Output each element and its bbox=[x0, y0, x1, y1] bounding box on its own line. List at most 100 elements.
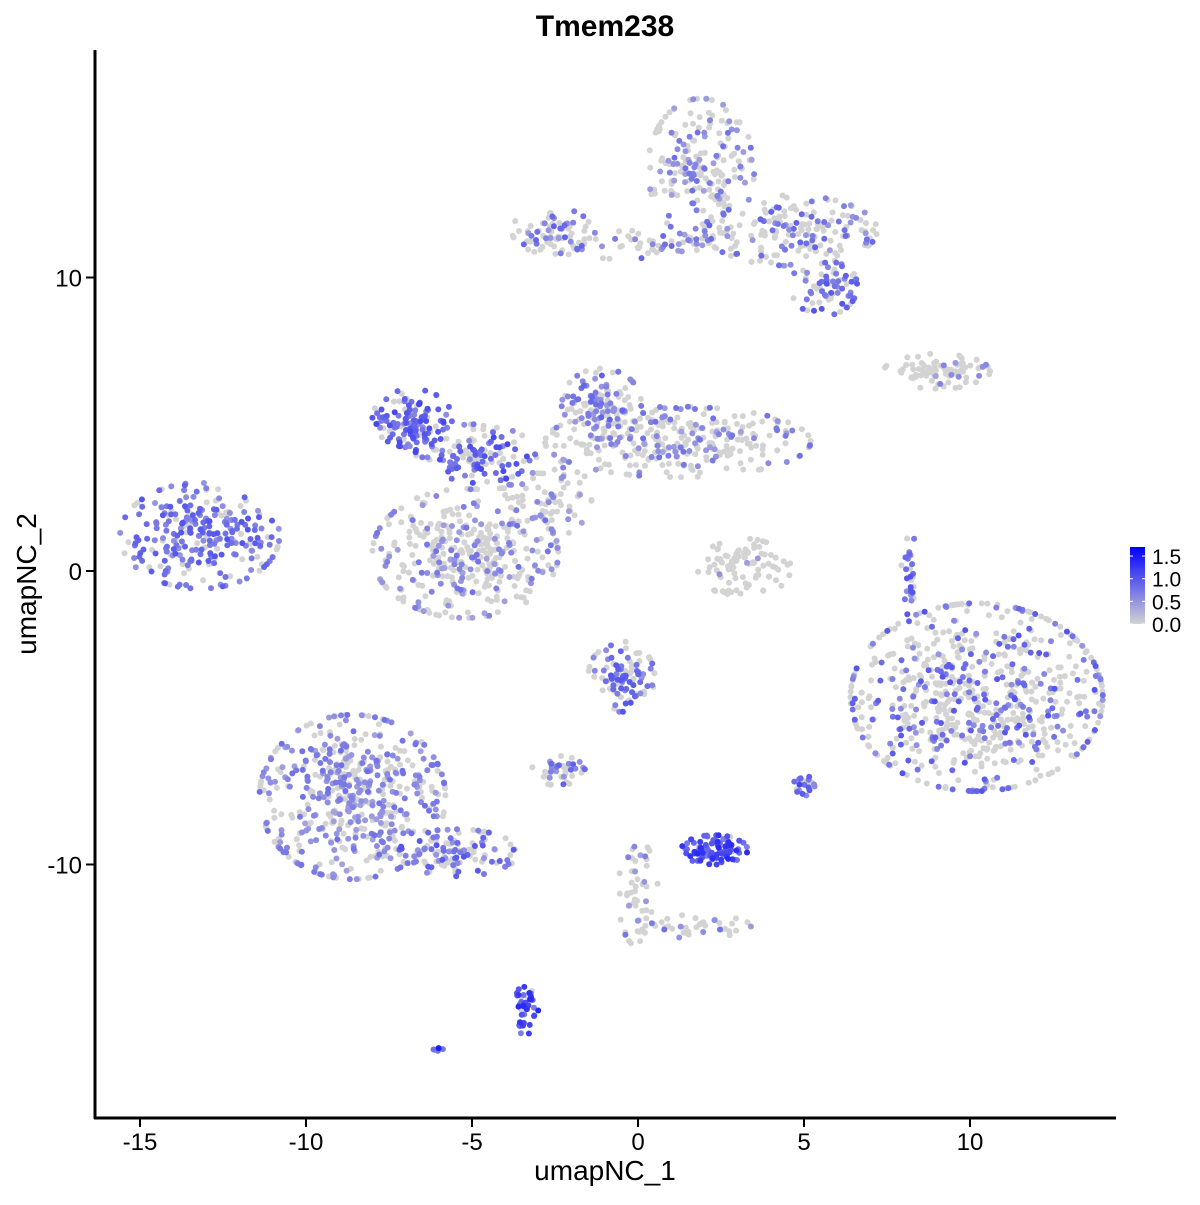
cell-point bbox=[548, 491, 555, 498]
cell-point bbox=[715, 832, 722, 839]
cell-point bbox=[348, 752, 355, 758]
cell-point bbox=[745, 196, 752, 203]
cell-point bbox=[399, 561, 406, 568]
cell-point bbox=[940, 629, 947, 636]
cell-point bbox=[498, 550, 505, 557]
cell-point bbox=[791, 778, 798, 785]
cell-point bbox=[384, 751, 391, 758]
cell-point bbox=[189, 512, 196, 519]
cell-point bbox=[440, 426, 447, 433]
cell-point bbox=[378, 406, 385, 413]
cell-point bbox=[394, 546, 401, 553]
cell-point bbox=[649, 682, 656, 689]
cell-point bbox=[726, 579, 732, 586]
cell-point bbox=[571, 512, 578, 519]
cell-point bbox=[206, 530, 213, 537]
cell-point bbox=[706, 180, 713, 187]
cell-point bbox=[658, 178, 665, 185]
cell-point bbox=[205, 558, 212, 564]
cell-point bbox=[529, 764, 536, 771]
cell-point bbox=[535, 1007, 542, 1014]
cell-point bbox=[336, 721, 343, 728]
cell-point bbox=[628, 668, 634, 675]
cell-point bbox=[231, 516, 238, 523]
cell-point bbox=[993, 706, 1000, 713]
cell-point bbox=[398, 519, 405, 526]
cell-point bbox=[715, 844, 722, 851]
cell-point bbox=[566, 459, 572, 465]
cell-point bbox=[228, 535, 235, 542]
cell-point bbox=[373, 843, 380, 849]
cell-point bbox=[371, 405, 378, 412]
cell-point bbox=[542, 768, 549, 775]
cell-point bbox=[418, 569, 425, 576]
cell-point bbox=[363, 857, 370, 864]
cell-point bbox=[664, 915, 671, 922]
cell-point bbox=[645, 250, 651, 257]
cell-point bbox=[677, 444, 684, 451]
cell-point bbox=[1096, 700, 1102, 707]
cell-point bbox=[1045, 771, 1052, 778]
cell-point bbox=[420, 608, 427, 615]
cell-point bbox=[471, 542, 478, 549]
cell-point bbox=[520, 1002, 527, 1009]
cell-point bbox=[483, 550, 490, 557]
cell-point bbox=[178, 529, 185, 536]
cell-point bbox=[636, 472, 643, 479]
cell-point bbox=[671, 425, 678, 432]
cell-point bbox=[255, 507, 261, 514]
cell-point bbox=[339, 861, 346, 868]
cell-point bbox=[337, 779, 343, 786]
cell-point bbox=[524, 517, 531, 524]
cell-point bbox=[566, 418, 573, 425]
cell-point bbox=[909, 589, 916, 596]
cell-point bbox=[435, 554, 442, 561]
cell-point bbox=[404, 785, 410, 792]
cell-point bbox=[315, 795, 322, 802]
cell-point bbox=[966, 677, 973, 684]
cell-point bbox=[771, 234, 778, 241]
cell-point bbox=[278, 811, 285, 818]
cell-point bbox=[170, 537, 177, 544]
cell-point bbox=[176, 498, 183, 504]
cell-point bbox=[133, 534, 140, 541]
cell-point bbox=[403, 811, 410, 817]
cell-point bbox=[581, 236, 588, 243]
cell-point bbox=[541, 220, 548, 227]
cell-point bbox=[652, 418, 659, 425]
cell-point bbox=[187, 585, 194, 592]
cell-point bbox=[769, 227, 776, 234]
cell-point bbox=[641, 929, 648, 936]
cell-point bbox=[493, 596, 500, 603]
cell-point bbox=[724, 225, 731, 232]
cell-point bbox=[976, 658, 983, 665]
cell-point bbox=[711, 917, 718, 924]
cell-point bbox=[912, 729, 919, 736]
cell-point bbox=[843, 281, 850, 288]
cell-point bbox=[978, 788, 985, 794]
cell-point bbox=[677, 406, 684, 413]
cell-point bbox=[440, 418, 447, 425]
cell-point bbox=[131, 502, 138, 509]
cell-point bbox=[774, 418, 781, 425]
cell-point bbox=[862, 230, 869, 237]
cell-point bbox=[844, 212, 851, 219]
cell-point bbox=[931, 360, 938, 366]
x-tick-label: -15 bbox=[123, 1129, 158, 1156]
cell-point bbox=[889, 713, 896, 720]
cell-point bbox=[701, 165, 708, 172]
cell-point bbox=[682, 148, 689, 155]
cell-point bbox=[831, 311, 838, 318]
cell-point bbox=[870, 227, 877, 234]
cell-point bbox=[278, 827, 285, 834]
cell-point bbox=[570, 393, 577, 400]
cell-point bbox=[478, 466, 485, 472]
cell-point bbox=[715, 431, 722, 438]
cell-point bbox=[512, 218, 519, 225]
cell-point bbox=[725, 206, 732, 213]
cell-point bbox=[491, 846, 498, 853]
cell-point bbox=[358, 736, 365, 743]
cell-point bbox=[795, 231, 802, 237]
cell-point bbox=[424, 454, 431, 461]
cell-point bbox=[266, 790, 272, 797]
